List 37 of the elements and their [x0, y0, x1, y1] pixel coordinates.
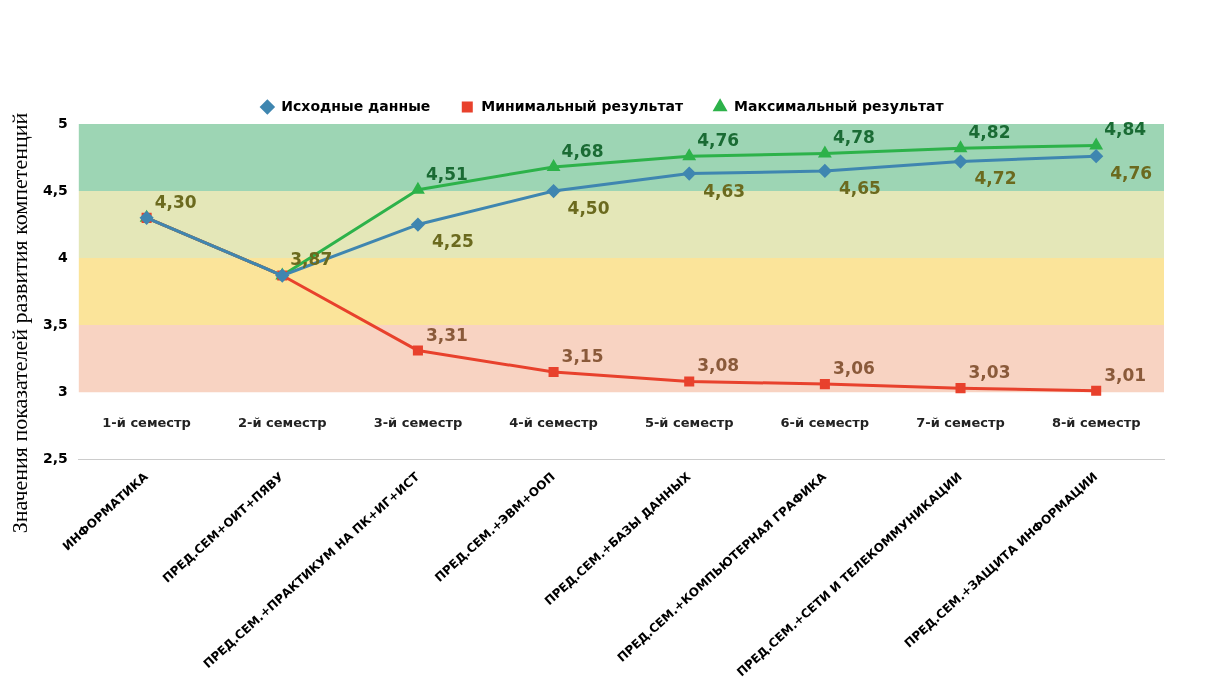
annotation: 7-й семестр [916, 414, 1005, 430]
y-axis-title: Значения показателей развития компетенций [7, 111, 33, 536]
data-label: 3,31 [425, 324, 468, 345]
y-tick-label: 4 [58, 248, 69, 265]
annotation: 4-й семестр [509, 414, 598, 430]
data-label: 4,72 [974, 168, 1017, 189]
data-label: 3,06 [832, 358, 875, 379]
data-label: 4,65 [838, 177, 881, 198]
data-label: 4,30 [154, 191, 197, 212]
data-label: 4,78 [832, 127, 875, 148]
legend-label: Исходные данные [281, 97, 431, 114]
y-tick-label: 5 [58, 114, 68, 131]
annotation: 1-й семестр [102, 414, 191, 430]
annotation: 8-й семестр [1051, 414, 1141, 430]
data-label: 4,82 [968, 122, 1011, 143]
data-label: 4,50 [567, 197, 610, 218]
data-label: 4,68 [561, 140, 604, 161]
y-tick-label: 3,5 [42, 315, 68, 332]
data-label: 4,76 [1110, 163, 1153, 184]
annotation: 6-й семестр [780, 414, 870, 430]
data-label: 4,76 [697, 130, 740, 151]
annotation: 2-й семестр [237, 414, 327, 430]
data-label: 3,15 [561, 345, 604, 366]
data-label: 3,08 [697, 355, 740, 376]
annotation: 5-й семестр [644, 414, 734, 430]
data-label: 3,03 [968, 362, 1011, 383]
data-label: 4,51 [425, 163, 468, 184]
y-tick-label: 3 [58, 382, 68, 399]
data-label: 4,25 [431, 231, 474, 252]
legend-label: Минимальный результат [481, 97, 684, 114]
data-label: 4,63 [703, 180, 746, 201]
annotation: 3-й семестр [373, 414, 463, 430]
data-label: 3,01 [1104, 364, 1147, 385]
legend-label: Максимальный результат [734, 97, 945, 114]
y-tick-label: 2,5 [42, 449, 68, 466]
data-label: 4,84 [1104, 119, 1147, 140]
y-tick-label: 4,5 [42, 181, 68, 198]
